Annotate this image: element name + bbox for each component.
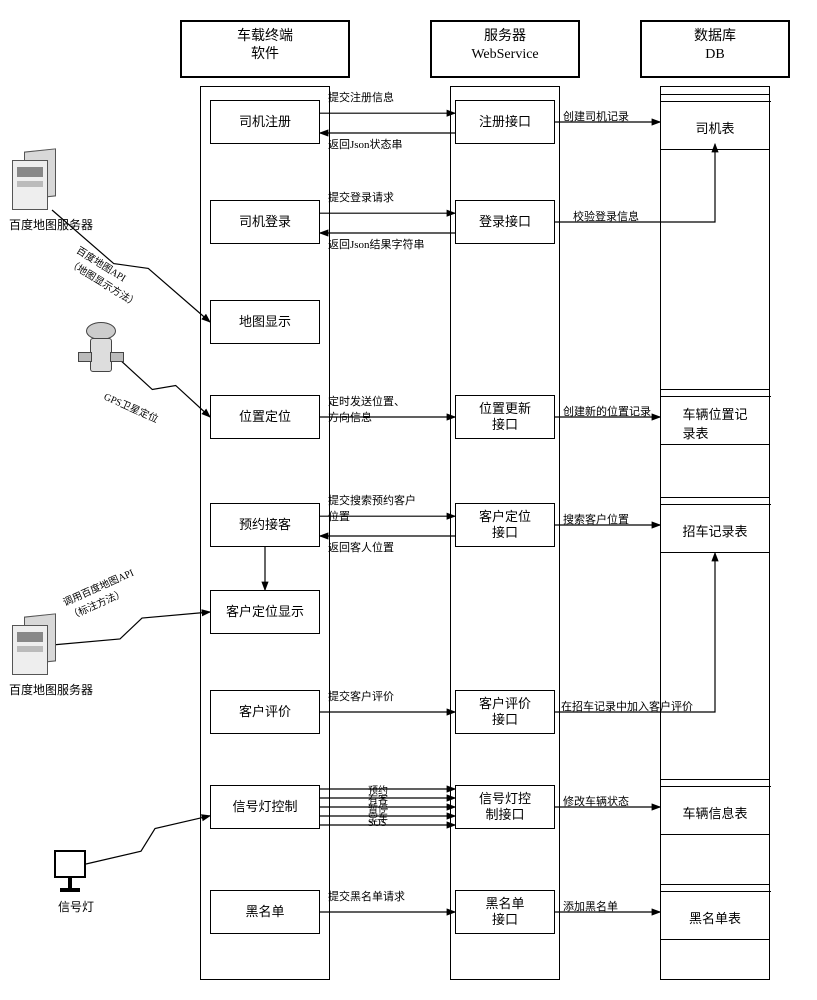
customer-locate-api: 客户定位接口 [455,503,555,547]
edge-label: 提交黑名单请求 [328,888,405,904]
signal-control-api: 信号灯控制接口 [455,785,555,829]
column-header-db: 数据库DB [640,20,790,78]
edge-label: 返回Json状态串 [328,136,403,152]
edge-label: 添加黑名单 [563,898,618,914]
vehicle-location-table: 车辆位置记录表 [660,389,770,445]
baidu-api-note: 百度地图API（地图显示方法） [66,242,150,310]
location-update-api: 位置更新接口 [455,395,555,439]
blacklist-api: 黑名单接口 [455,890,555,934]
reserve-pickup: 预约接客 [210,503,320,547]
blacklist-table: 黑名单表 [660,884,770,940]
column-header-terminal: 车载终端软件 [180,20,350,78]
edge-label: 提交客户评价 [328,688,394,704]
edge-label: 返回Json结果字符串 [328,236,425,252]
edge-label: 创建新的位置记录 [563,403,651,419]
blacklist: 黑名单 [210,890,320,934]
edge-label: 在招车记录中加入客户评价 [561,698,693,714]
customer-rating: 客户评价 [210,690,320,734]
server-icon [12,150,62,214]
edge-label: 校验登录信息 [573,208,639,224]
hail-record-table: 招车记录表 [660,497,770,553]
edge-label: SOS [368,818,386,829]
server-icon [12,615,62,679]
signal-control: 信号灯控制 [210,785,320,829]
register-api: 注册接口 [455,100,555,144]
signal-light-label: 信号灯 [46,900,106,914]
edge-label: 返回客人位置 [328,539,394,555]
signal-light-icon [50,850,90,898]
column-header-server: 服务器WebService [430,20,580,78]
edge-label: 提交登录请求 [328,189,394,205]
edge-label: 修改车辆状态 [563,793,629,809]
baidu-map-server-label-2: 百度地图服务器 [6,683,96,697]
edge-label: 创建司机记录 [563,108,629,124]
login-api: 登录接口 [455,200,555,244]
edge-label: 提交搜索预约客户位置 [328,492,416,524]
baidu-map-server-label: 百度地图服务器 [6,218,96,232]
baidu-api-note-2: 调用百度地图API（标注方法） [60,564,142,622]
edge-label: 定时发送位置、方向信息 [328,393,405,425]
driver-login: 司机登录 [210,200,320,244]
edge-label: 搜索客户位置 [563,511,629,527]
column-title-terminal: 车载终端软件 [182,28,348,64]
gps-note: GPS卫星定位 [102,388,161,425]
location: 位置定位 [210,395,320,439]
column-title-db: 数据库DB [642,28,788,64]
driver-register: 司机注册 [210,100,320,144]
customer-rating-api: 客户评价接口 [455,690,555,734]
vehicle-info-table: 车辆信息表 [660,779,770,835]
customer-loc-display: 客户定位显示 [210,590,320,634]
gps-satellite-icon [78,318,124,384]
column-title-server: 服务器WebService [432,28,578,64]
driver-table: 司机表 [660,94,770,150]
map-display: 地图显示 [210,300,320,344]
edge-label: 提交注册信息 [328,89,394,105]
